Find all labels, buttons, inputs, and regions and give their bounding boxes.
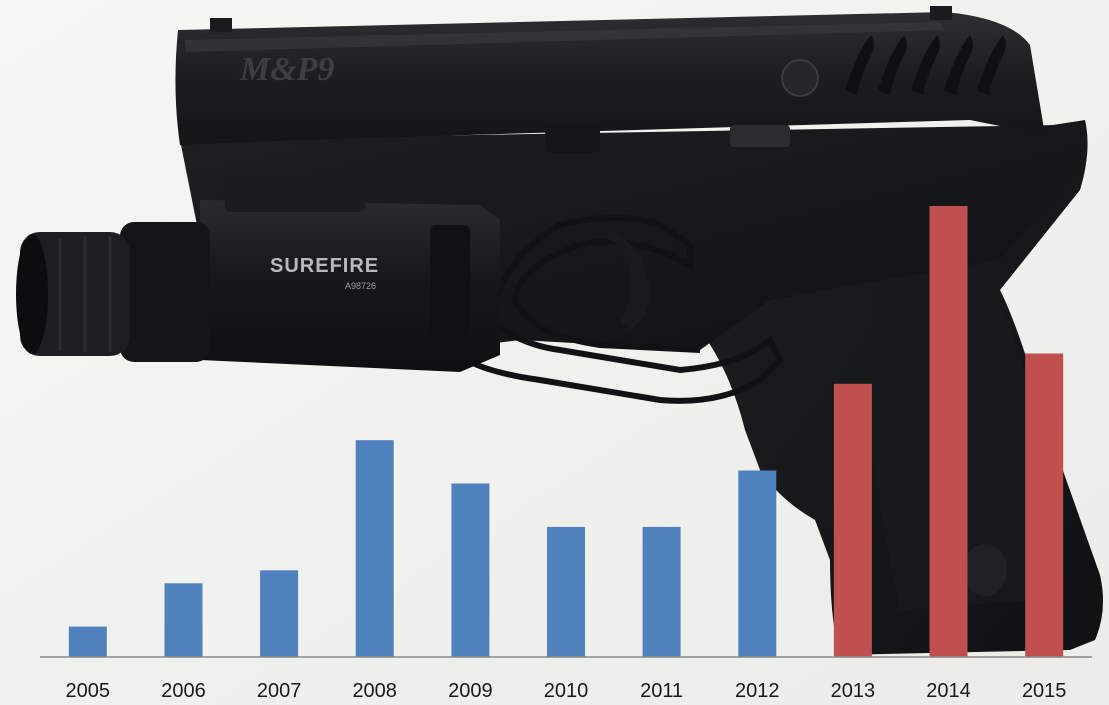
front-sight [210,18,232,32]
trigger [605,230,650,330]
x-tick-label: 2009 [448,680,493,702]
weapon-light: SUREFIRE A98726 [16,172,500,372]
bar-2013 [833,383,872,657]
x-tick-label: 2008 [352,680,397,702]
x-tick-label: 2011 [640,680,683,702]
bar-2015 [1025,353,1064,657]
grip-medallion [963,544,1007,596]
slide-stop [545,123,600,153]
bar-2009 [451,483,490,657]
slide-serrations [845,35,1006,95]
x-tick-label: 2010 [544,680,589,702]
bar-2012 [738,470,777,657]
x-tick-label: 2014 [926,680,971,702]
light-marking: SUREFIRE [270,255,379,277]
bar-2005 [68,626,107,657]
x-tick-labels: 2005 2006 2007 2008 2009 2010 2011 2012 2013 2014… [66,680,1067,702]
bar-2014 [929,206,968,657]
x-tick-label: 2013 [831,680,876,702]
trigger-guard [452,214,784,404]
rear-sight [930,6,952,20]
bar-2006 [164,583,203,657]
takedown-lever [730,125,790,147]
bar-2010 [547,526,585,657]
x-tick-label: 2012 [735,680,780,702]
bar-2011 [642,526,681,657]
x-tick-label: 2005 [66,680,111,702]
x-tick-label: 2007 [257,680,302,702]
slide-emblem [781,59,819,97]
light-serial: A98726 [345,281,376,291]
x-tick-label: 2006 [161,680,206,702]
bars-group [68,206,1064,657]
bar-2008 [355,440,394,657]
x-tick-label: 2015 [1022,680,1067,702]
slide-marking: M&P9 [239,51,334,88]
bar-2007 [260,570,299,657]
